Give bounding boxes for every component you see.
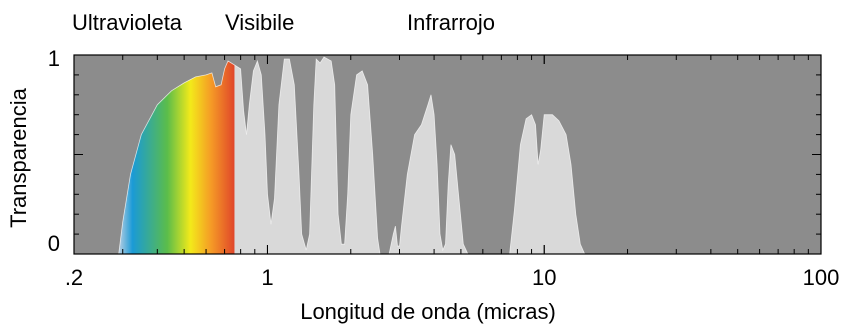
y-axis-label: Transparencia xyxy=(6,87,31,228)
region-label-infrarrojo: Infrarrojo xyxy=(407,10,495,35)
axis-ticks xyxy=(73,54,822,255)
visible-spectrum-area xyxy=(118,61,235,254)
region-label-visibile: Visibile xyxy=(225,10,294,35)
x-tick-label-100: 100 xyxy=(803,265,840,290)
x-axis-label: Longitud de onda (micras) xyxy=(300,299,556,324)
region-label-ultravioleta: Ultravioleta xyxy=(72,10,183,35)
y-tick-label-0: 0 xyxy=(48,231,60,256)
transmission-area xyxy=(118,57,585,254)
x-tick-label-1: 1 xyxy=(261,265,273,290)
x-tick-label-10: 10 xyxy=(532,265,556,290)
transmission-edge-line xyxy=(118,56,586,254)
x-tick-label-0.2: .2 xyxy=(65,265,83,290)
y-tick-label-1: 1 xyxy=(48,46,60,71)
